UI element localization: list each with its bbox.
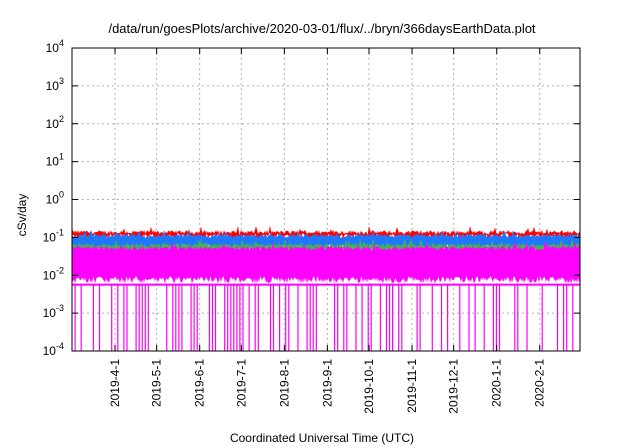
x-tick-label: 2019-12-1 bbox=[447, 359, 461, 414]
y-tick-label: 103 bbox=[46, 76, 64, 93]
y-tick-label: 100 bbox=[46, 190, 64, 207]
chart-title: /data/run/goesPlots/archive/2020-03-01/f… bbox=[108, 21, 535, 36]
y-tick-label: 10-1 bbox=[43, 227, 64, 244]
plot-area bbox=[71, 226, 581, 351]
x-tick-label: 2019-10-1 bbox=[362, 359, 376, 414]
y-tick-label: 102 bbox=[46, 114, 64, 131]
y-axis-label: cSv/day bbox=[15, 194, 29, 237]
x-tick-label: 2019-4-1 bbox=[108, 359, 122, 407]
x-tick-label: 2019-9-1 bbox=[320, 359, 334, 407]
y-tick-label: 10-4 bbox=[43, 341, 64, 358]
x-tick-label: 2020-1-1 bbox=[490, 359, 504, 407]
x-tick-label: 2020-2-1 bbox=[533, 359, 547, 407]
grid bbox=[72, 48, 580, 351]
y-tick-label: 101 bbox=[46, 152, 64, 169]
x-tick-label: 2019-11-1 bbox=[405, 359, 419, 413]
y-tick-label: 10-2 bbox=[43, 265, 64, 282]
x-axis-label: Coordinated Universal Time (UTC) bbox=[230, 431, 414, 445]
x-tick-label: 2019-8-1 bbox=[277, 359, 291, 407]
x-tick-label: 2019-6-1 bbox=[193, 359, 207, 407]
x-tick-label: 2019-5-1 bbox=[150, 359, 164, 407]
y-tick-label: 10-3 bbox=[43, 303, 64, 320]
x-tick-label: 2019-7-1 bbox=[234, 359, 248, 407]
x-axis: 2019-4-1 2019-5-1 2019-6-1 2019-7-1 2019-8-1… bbox=[108, 48, 547, 414]
y-axis: 10-4 10-3 10-2 10-1 100 101 102 103 104 bbox=[43, 38, 580, 358]
series-floor bbox=[72, 283, 580, 286]
y-tick-label: 104 bbox=[46, 38, 64, 55]
